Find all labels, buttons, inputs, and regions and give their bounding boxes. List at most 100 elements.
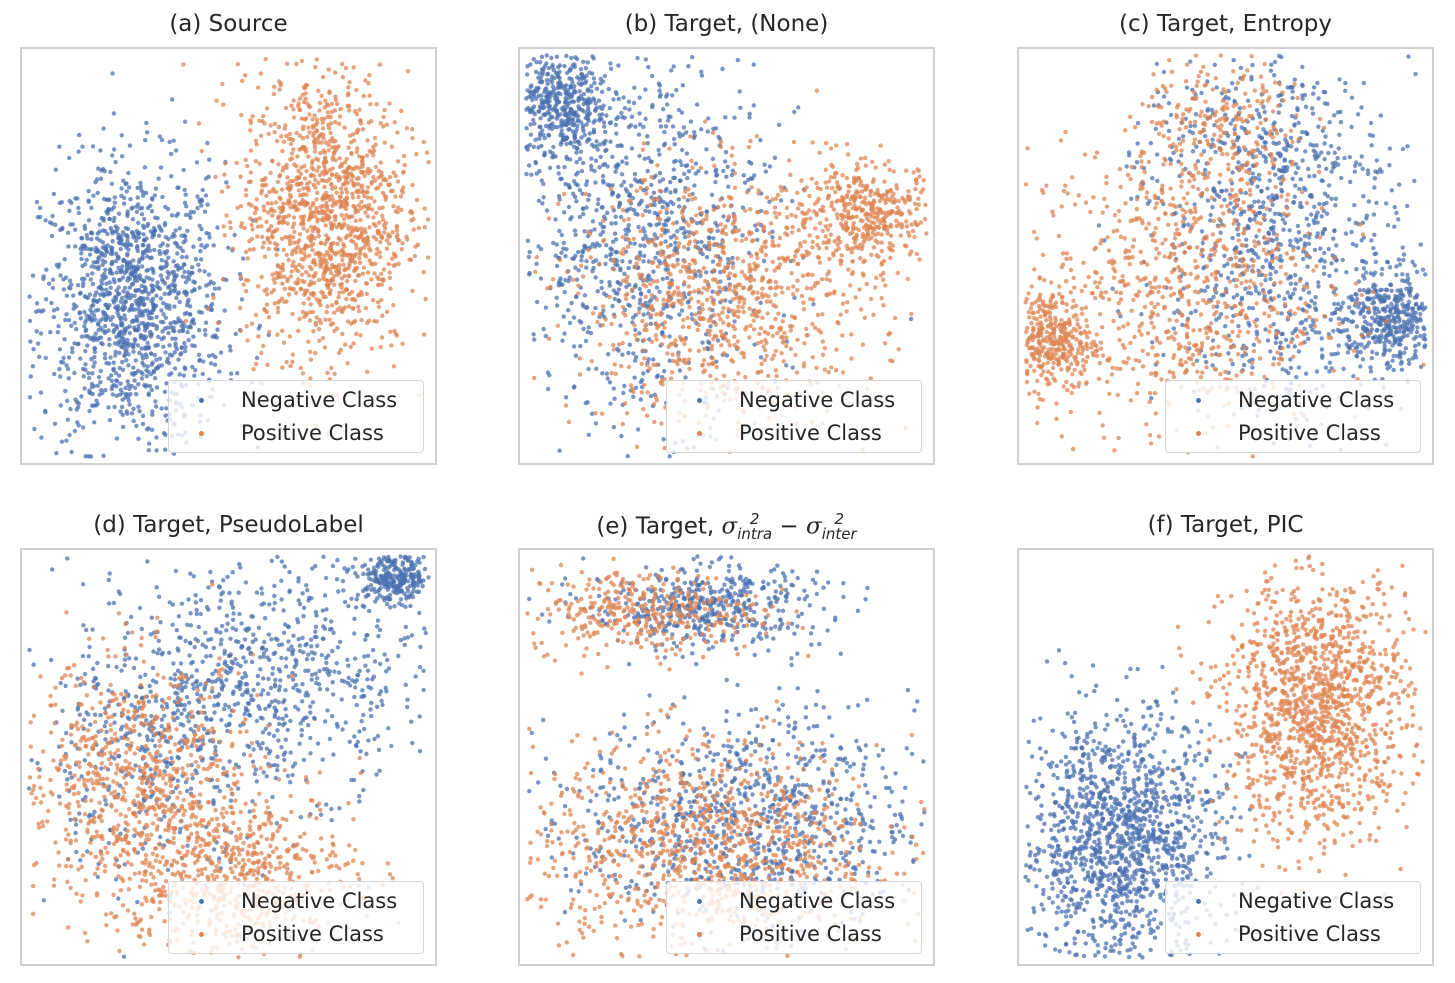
data-point: [326, 126, 332, 131]
data-point: [838, 212, 844, 218]
data-point: [541, 195, 546, 200]
data-point: [241, 282, 246, 287]
data-point: [321, 178, 326, 183]
data-point: [254, 217, 259, 222]
data-point: [589, 156, 594, 161]
data-point: [823, 234, 828, 239]
data-point: [129, 319, 135, 324]
data-point: [809, 176, 815, 181]
data-point: [37, 205, 43, 211]
data-point: [328, 121, 334, 126]
data-point: [711, 126, 716, 132]
data-point: [412, 253, 417, 259]
data-point: [313, 322, 319, 328]
data-point: [400, 190, 405, 195]
data-point: [720, 249, 725, 254]
data-point: [827, 179, 832, 184]
data-point: [629, 183, 634, 188]
data-point: [395, 179, 401, 184]
data-point: [870, 203, 875, 208]
data-point: [331, 151, 337, 156]
data-point: [350, 258, 356, 263]
data-point: [94, 299, 99, 304]
data-point: [275, 179, 281, 184]
data-point: [632, 284, 638, 289]
data-point: [620, 352, 625, 357]
data-point: [763, 239, 768, 244]
data-point: [135, 231, 140, 236]
data-point: [324, 233, 329, 238]
data-point: [322, 184, 327, 190]
data-point: [747, 306, 752, 311]
data-point: [386, 232, 391, 237]
data-point: [780, 319, 785, 324]
data-point: [746, 287, 751, 292]
data-point: [804, 185, 809, 190]
data-point: [144, 354, 149, 360]
data-point: [98, 380, 103, 385]
data-point: [272, 241, 278, 246]
data-point: [363, 78, 368, 83]
data-point: [200, 371, 205, 377]
data-point: [360, 162, 365, 167]
data-point: [916, 168, 921, 173]
scatter-plot: [27, 56, 431, 459]
data-point: [564, 70, 570, 76]
data-point: [119, 193, 124, 199]
data-point: [537, 124, 542, 130]
data-point: [654, 297, 660, 302]
data-point: [772, 155, 778, 160]
data-point: [603, 317, 608, 322]
data-point: [113, 353, 118, 358]
data-point: [587, 111, 593, 116]
data-point: [567, 126, 572, 132]
data-point: [763, 244, 768, 250]
data-point: [713, 179, 718, 185]
data-point: [869, 207, 874, 212]
data-point: [331, 273, 337, 279]
data-point: [350, 191, 355, 196]
data-point: [824, 245, 829, 251]
data-point: [909, 311, 914, 317]
data-point: [164, 406, 169, 411]
data-point: [121, 258, 126, 264]
data-point: [87, 314, 92, 319]
data-point: [154, 357, 159, 362]
data-point: [551, 240, 556, 246]
data-point: [282, 286, 287, 291]
data-point: [863, 222, 869, 228]
data-point: [818, 186, 823, 192]
data-point: [280, 365, 285, 370]
data-point: [539, 67, 545, 72]
data-point: [541, 326, 546, 332]
data-point: [555, 263, 560, 269]
data-point: [924, 231, 929, 236]
data-point: [222, 172, 227, 177]
data-point: [325, 278, 330, 284]
data-point: [709, 347, 714, 352]
data-point: [144, 268, 149, 273]
data-point: [911, 170, 916, 175]
data-point: [163, 315, 168, 320]
data-point: [686, 169, 692, 174]
data-point: [743, 236, 749, 242]
data-point: [144, 383, 149, 388]
data-point: [117, 366, 122, 371]
data-point: [683, 163, 689, 169]
data-point: [197, 268, 202, 273]
data-point: [663, 239, 668, 244]
data-point: [651, 279, 657, 284]
data-point: [677, 178, 683, 183]
data-point: [355, 128, 360, 133]
data-point: [183, 348, 188, 354]
data-point: [140, 298, 145, 304]
data-point: [624, 161, 629, 166]
data-point: [186, 269, 191, 275]
data-point: [836, 235, 841, 240]
data-point: [307, 112, 312, 117]
data-point: [916, 196, 921, 201]
data-point: [362, 252, 367, 257]
data-point: [596, 197, 601, 202]
data-point: [172, 240, 178, 246]
data-point: [626, 350, 631, 356]
